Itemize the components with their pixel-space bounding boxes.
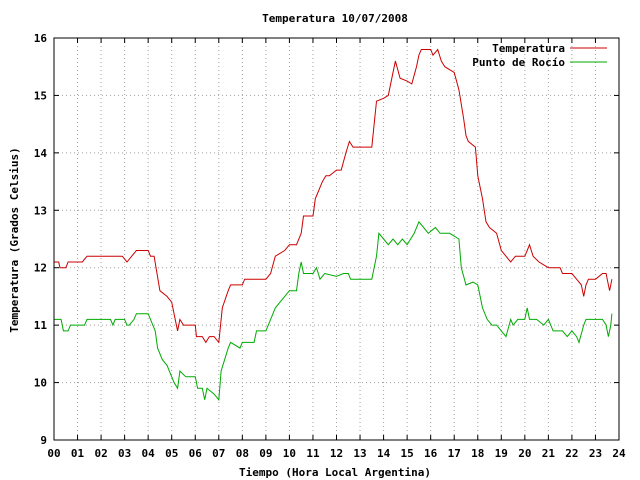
plot-frame bbox=[53, 37, 620, 441]
x-tick-label: 18 bbox=[471, 447, 484, 460]
grid-lines bbox=[54, 38, 619, 440]
legend-label: Punto de Rocío bbox=[472, 56, 565, 69]
x-tick-label: 20 bbox=[518, 447, 531, 460]
x-tick-label: 09 bbox=[259, 447, 272, 460]
x-tick-label: 14 bbox=[377, 447, 391, 460]
x-tick-label: 07 bbox=[212, 447, 225, 460]
x-tick-label: 12 bbox=[330, 447, 343, 460]
x-tick-label: 17 bbox=[448, 447, 461, 460]
y-tick-label: 16 bbox=[34, 32, 48, 45]
y-axis-label: Temperatura (Grados Celsius) bbox=[8, 147, 21, 332]
x-tick-label: 02 bbox=[94, 447, 107, 460]
x-tick-label: 24 bbox=[612, 447, 626, 460]
x-tick-label: 16 bbox=[424, 447, 438, 460]
axis-ticks: 00 01 02 03 04 05 06 07 08 09 10 11 12 13 14 15 16 17 18 19… bbox=[34, 32, 626, 460]
x-tick-label: 23 bbox=[589, 447, 602, 460]
y-tick-label: 10 bbox=[34, 377, 47, 390]
series-line-punto-de-rocio bbox=[54, 220, 613, 402]
y-tick-label: 14 bbox=[34, 147, 48, 160]
x-tick-label: 00 bbox=[47, 447, 60, 460]
x-axis-label: Tiempo (Hora Local Argentina) bbox=[239, 466, 431, 479]
x-tick-label: 05 bbox=[165, 447, 178, 460]
x-tick-label: 19 bbox=[495, 447, 508, 460]
x-tick-label: 10 bbox=[283, 447, 296, 460]
x-tick-label: 06 bbox=[189, 447, 203, 460]
x-tick-label: 04 bbox=[142, 447, 156, 460]
x-tick-label: 11 bbox=[306, 447, 320, 460]
x-tick-label: 03 bbox=[118, 447, 131, 460]
x-tick-label: 13 bbox=[353, 447, 366, 460]
y-tick-label: 12 bbox=[34, 262, 47, 275]
legend-label: Temperatura bbox=[492, 42, 565, 55]
y-tick-label: 13 bbox=[34, 204, 47, 217]
x-tick-label: 01 bbox=[71, 447, 85, 460]
y-tick-label: 11 bbox=[34, 319, 48, 332]
series-group bbox=[54, 48, 613, 402]
x-tick-label: 21 bbox=[542, 447, 556, 460]
y-tick-label: 15 bbox=[34, 89, 47, 102]
y-tick-label: 9 bbox=[40, 434, 47, 447]
x-tick-label: 08 bbox=[236, 447, 249, 460]
x-tick-label: 22 bbox=[565, 447, 578, 460]
series-line-temperatura bbox=[54, 48, 613, 344]
chart-title: Temperatura 10/07/2008 bbox=[262, 12, 408, 25]
x-tick-label: 15 bbox=[401, 447, 414, 460]
